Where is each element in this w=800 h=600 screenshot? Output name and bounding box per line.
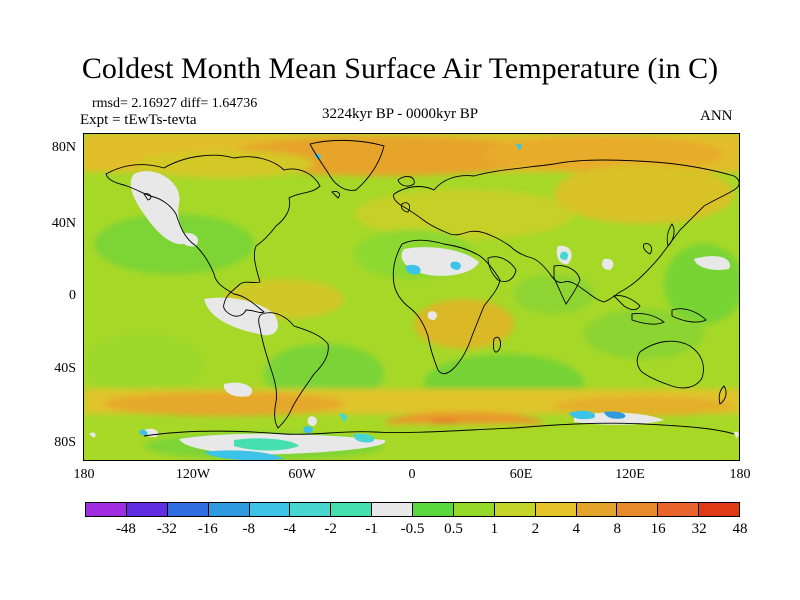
color-legend-label: 4 (572, 521, 581, 537)
color-swatch (249, 503, 291, 516)
color-swatch (413, 503, 454, 516)
temperature-field (84, 134, 739, 460)
color-legend-label: 2 (531, 521, 540, 537)
lon-label: 120E (615, 467, 645, 482)
lat-label: 40S (54, 361, 76, 376)
color-legend-label: -4 (283, 521, 296, 537)
color-legend-label: -0.5 (400, 521, 425, 537)
color-swatch (453, 503, 495, 516)
lat-label: 40N (51, 216, 76, 231)
color-swatch (290, 503, 332, 516)
color-swatch (331, 503, 373, 516)
lon-label: 60W (288, 467, 316, 482)
temperature-map (83, 133, 740, 461)
stats-label: rmsd= 2.16927 diff= 1.64736 (92, 96, 258, 111)
color-swatch (167, 503, 209, 516)
color-legend-label: -2 (324, 521, 337, 537)
lon-label: 180 (73, 467, 95, 482)
color-legend-label: 48 (732, 521, 748, 537)
color-swatch (372, 503, 413, 516)
color-legend-label: -8 (242, 521, 256, 537)
color-legend-label: -48 (115, 521, 136, 537)
period-label: 3224kyr BP - 0000kyr BP (322, 106, 479, 122)
color-swatch (126, 503, 168, 516)
lon-label: 120W (175, 467, 211, 482)
color-legend-bar (85, 502, 740, 517)
color-swatch (535, 503, 577, 516)
lat-label: 80S (54, 435, 76, 450)
color-swatch (617, 503, 659, 516)
color-legend-label: -16 (197, 521, 218, 537)
color-legend-label: 8 (613, 521, 621, 537)
color-swatch (576, 503, 618, 516)
figure-title: Coldest Month Mean Surface Air Temperatu… (81, 52, 719, 85)
season-label: ANN (700, 108, 733, 124)
color-swatch (494, 503, 536, 516)
coastlines (105, 139, 739, 437)
lat-label: 0 (69, 288, 76, 303)
lon-label: 180 (729, 467, 751, 482)
color-swatch (208, 503, 250, 516)
color-legend-label: 32 (691, 521, 707, 537)
lat-label: 80N (51, 140, 76, 155)
color-legend-label: 16 (650, 521, 666, 537)
map-canvas (84, 134, 739, 460)
color-legend-label: 0.5 (444, 521, 463, 537)
experiment-label: Expt = tEwTs-tevta (80, 112, 197, 128)
color-legend-label: 1 (490, 521, 499, 537)
lon-label: 0 (408, 467, 416, 482)
color-swatch (699, 503, 739, 516)
color-legend-label: -1 (365, 521, 378, 537)
color-swatch (86, 503, 127, 516)
color-legend-label: -32 (156, 521, 177, 537)
lon-label: 60E (509, 467, 533, 482)
color-swatch (658, 503, 700, 516)
